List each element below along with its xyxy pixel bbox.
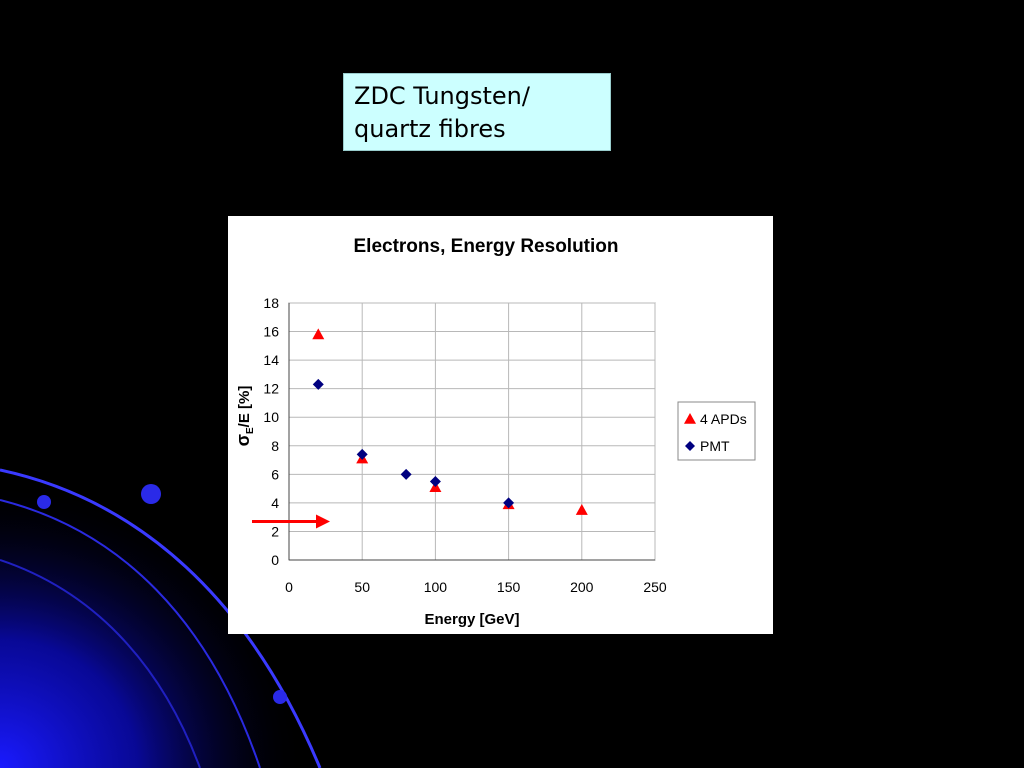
x-tick-label-150: 150	[497, 579, 521, 595]
chart-panel: Electrons, Energy Resolution 0 2 4 6 8 10 12 14…	[228, 216, 773, 634]
y-tick-label-10: 10	[263, 409, 279, 425]
y-tick-label-12: 12	[263, 381, 279, 397]
background-curve-2	[0, 499, 261, 768]
slide-label-line-1: ZDC Tungsten/	[354, 82, 530, 110]
pmt-point-1	[356, 448, 368, 460]
pmt-point-4	[503, 497, 515, 509]
y-tick-label-16: 16	[263, 324, 279, 340]
plot-area	[288, 302, 656, 561]
y-axis-label: σE/E [%]	[233, 386, 256, 447]
legend-marker-0	[684, 413, 696, 424]
y-axis-label-sigma: σ	[233, 434, 253, 446]
x-tick-label-100: 100	[424, 579, 448, 595]
slide-label-box: ZDC Tungsten/ quartz fibres	[343, 73, 611, 151]
y-tick-label-6: 6	[271, 466, 279, 482]
pmt-point-3	[429, 475, 441, 487]
series-pmt	[312, 378, 515, 509]
background-curve-1	[0, 468, 322, 768]
x-tick-label-250: 250	[643, 579, 667, 595]
y-tick-label-0: 0	[271, 552, 279, 568]
pmt-point-2	[400, 468, 412, 480]
legend-box	[677, 401, 756, 461]
y-tick-label-18: 18	[263, 295, 279, 311]
x-tick-label-50: 50	[354, 579, 370, 595]
energy-resolution-chart: Electrons, Energy Resolution 0 2 4 6 8 10 12 14…	[233, 236, 756, 628]
y-axis-label-rest: /E [%]	[236, 386, 253, 428]
y-tick-label-4: 4	[271, 495, 279, 511]
x-tick-label-200: 200	[570, 579, 594, 595]
pmt-point-0	[312, 378, 324, 390]
annotation-arrow-head	[316, 514, 330, 529]
legend-label-1: PMT	[700, 438, 730, 454]
y-tick-label-14: 14	[263, 352, 279, 368]
chart-title: Electrons, Energy Resolution	[354, 236, 619, 257]
apd-point-0	[312, 328, 325, 340]
legend-label-0: 4 APDs	[700, 411, 747, 427]
x-tick-label-0: 0	[285, 579, 293, 595]
apd-point-4	[575, 504, 588, 515]
slide-label-line-2: quartz fibres	[354, 115, 506, 143]
background-curve-3	[0, 559, 201, 768]
background-dot-1	[37, 495, 51, 509]
background-dot-3	[273, 690, 287, 704]
y-tick-label-8: 8	[271, 438, 279, 454]
y-axis-label-sub: E	[245, 427, 256, 434]
legend-marker-1	[685, 441, 695, 451]
x-axis-label: Energy [GeV]	[424, 611, 519, 628]
background-dot-2	[141, 484, 161, 504]
background-blue-swoosh	[0, 450, 340, 768]
y-tick-label-2: 2	[271, 523, 279, 539]
